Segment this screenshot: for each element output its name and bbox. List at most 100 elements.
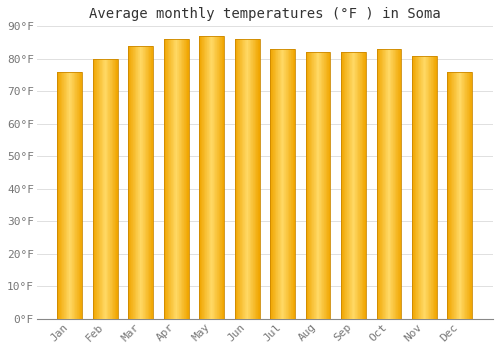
Bar bbox=[419, 56, 420, 319]
Bar bbox=[132, 46, 134, 319]
Bar bbox=[93, 59, 118, 319]
Bar bbox=[236, 39, 237, 319]
Bar bbox=[250, 39, 251, 319]
Bar bbox=[237, 39, 238, 319]
Bar bbox=[175, 39, 176, 319]
Bar bbox=[81, 72, 82, 319]
Bar bbox=[378, 49, 379, 319]
Bar bbox=[210, 36, 211, 319]
Title: Average monthly temperatures (°F ) in Soma: Average monthly temperatures (°F ) in So… bbox=[89, 7, 441, 21]
Bar bbox=[350, 52, 351, 319]
Bar bbox=[387, 49, 388, 319]
Bar bbox=[128, 46, 129, 319]
Bar bbox=[462, 72, 463, 319]
Bar bbox=[468, 72, 469, 319]
Bar bbox=[389, 49, 390, 319]
Bar bbox=[70, 72, 71, 319]
Bar bbox=[342, 52, 343, 319]
Bar bbox=[117, 59, 118, 319]
Bar bbox=[223, 36, 224, 319]
Bar bbox=[277, 49, 278, 319]
Bar bbox=[99, 59, 100, 319]
Bar bbox=[72, 72, 73, 319]
Bar bbox=[241, 39, 242, 319]
Bar bbox=[314, 52, 315, 319]
Bar bbox=[448, 72, 450, 319]
Bar bbox=[98, 59, 99, 319]
Bar bbox=[71, 72, 72, 319]
Bar bbox=[343, 52, 344, 319]
Bar bbox=[415, 56, 416, 319]
Bar bbox=[290, 49, 292, 319]
Bar bbox=[376, 49, 402, 319]
Bar bbox=[418, 56, 419, 319]
Bar bbox=[150, 46, 152, 319]
Bar bbox=[106, 59, 107, 319]
Bar bbox=[93, 59, 94, 319]
Bar bbox=[398, 49, 399, 319]
Bar bbox=[397, 49, 398, 319]
Bar bbox=[134, 46, 135, 319]
Bar bbox=[252, 39, 253, 319]
Bar bbox=[238, 39, 239, 319]
Bar bbox=[294, 49, 295, 319]
Bar bbox=[209, 36, 210, 319]
Bar bbox=[68, 72, 70, 319]
Bar bbox=[101, 59, 102, 319]
Bar bbox=[252, 39, 254, 319]
Bar bbox=[395, 49, 396, 319]
Bar bbox=[388, 49, 389, 319]
Bar bbox=[62, 72, 63, 319]
Bar bbox=[464, 72, 465, 319]
Bar bbox=[138, 46, 139, 319]
Bar bbox=[139, 46, 140, 319]
Bar bbox=[323, 52, 324, 319]
Bar bbox=[216, 36, 218, 319]
Bar bbox=[311, 52, 312, 319]
Bar bbox=[211, 36, 212, 319]
Bar bbox=[145, 46, 146, 319]
Bar bbox=[278, 49, 279, 319]
Bar bbox=[434, 56, 435, 319]
Bar bbox=[275, 49, 276, 319]
Bar bbox=[470, 72, 471, 319]
Bar bbox=[113, 59, 114, 319]
Bar bbox=[435, 56, 436, 319]
Bar bbox=[456, 72, 457, 319]
Bar bbox=[355, 52, 356, 319]
Bar bbox=[420, 56, 422, 319]
Bar bbox=[60, 72, 61, 319]
Bar bbox=[200, 36, 224, 319]
Bar bbox=[426, 56, 427, 319]
Bar bbox=[219, 36, 220, 319]
Bar bbox=[412, 56, 437, 319]
Bar bbox=[359, 52, 360, 319]
Bar bbox=[318, 52, 320, 319]
Bar bbox=[308, 52, 309, 319]
Bar bbox=[356, 52, 358, 319]
Bar bbox=[386, 49, 387, 319]
Bar bbox=[317, 52, 318, 319]
Bar bbox=[218, 36, 219, 319]
Bar bbox=[416, 56, 417, 319]
Bar bbox=[287, 49, 288, 319]
Bar bbox=[135, 46, 136, 319]
Bar bbox=[382, 49, 383, 319]
Bar bbox=[165, 39, 166, 319]
Bar bbox=[399, 49, 400, 319]
Bar bbox=[282, 49, 283, 319]
Bar bbox=[362, 52, 363, 319]
Bar bbox=[349, 52, 350, 319]
Bar bbox=[321, 52, 322, 319]
Bar bbox=[425, 56, 426, 319]
Bar bbox=[285, 49, 286, 319]
Bar bbox=[164, 39, 165, 319]
Bar bbox=[187, 39, 188, 319]
Bar bbox=[112, 59, 113, 319]
Bar bbox=[348, 52, 349, 319]
Bar bbox=[289, 49, 290, 319]
Bar bbox=[184, 39, 185, 319]
Bar bbox=[140, 46, 141, 319]
Bar bbox=[177, 39, 178, 319]
Bar bbox=[433, 56, 434, 319]
